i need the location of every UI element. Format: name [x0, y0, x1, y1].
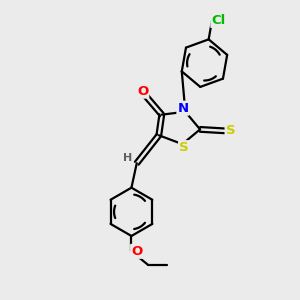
Text: O: O [131, 245, 142, 258]
Text: N: N [177, 102, 188, 115]
Text: S: S [179, 141, 189, 154]
Text: O: O [137, 85, 148, 98]
Text: Cl: Cl [211, 14, 226, 27]
Text: H: H [123, 153, 132, 163]
Text: S: S [226, 124, 235, 137]
